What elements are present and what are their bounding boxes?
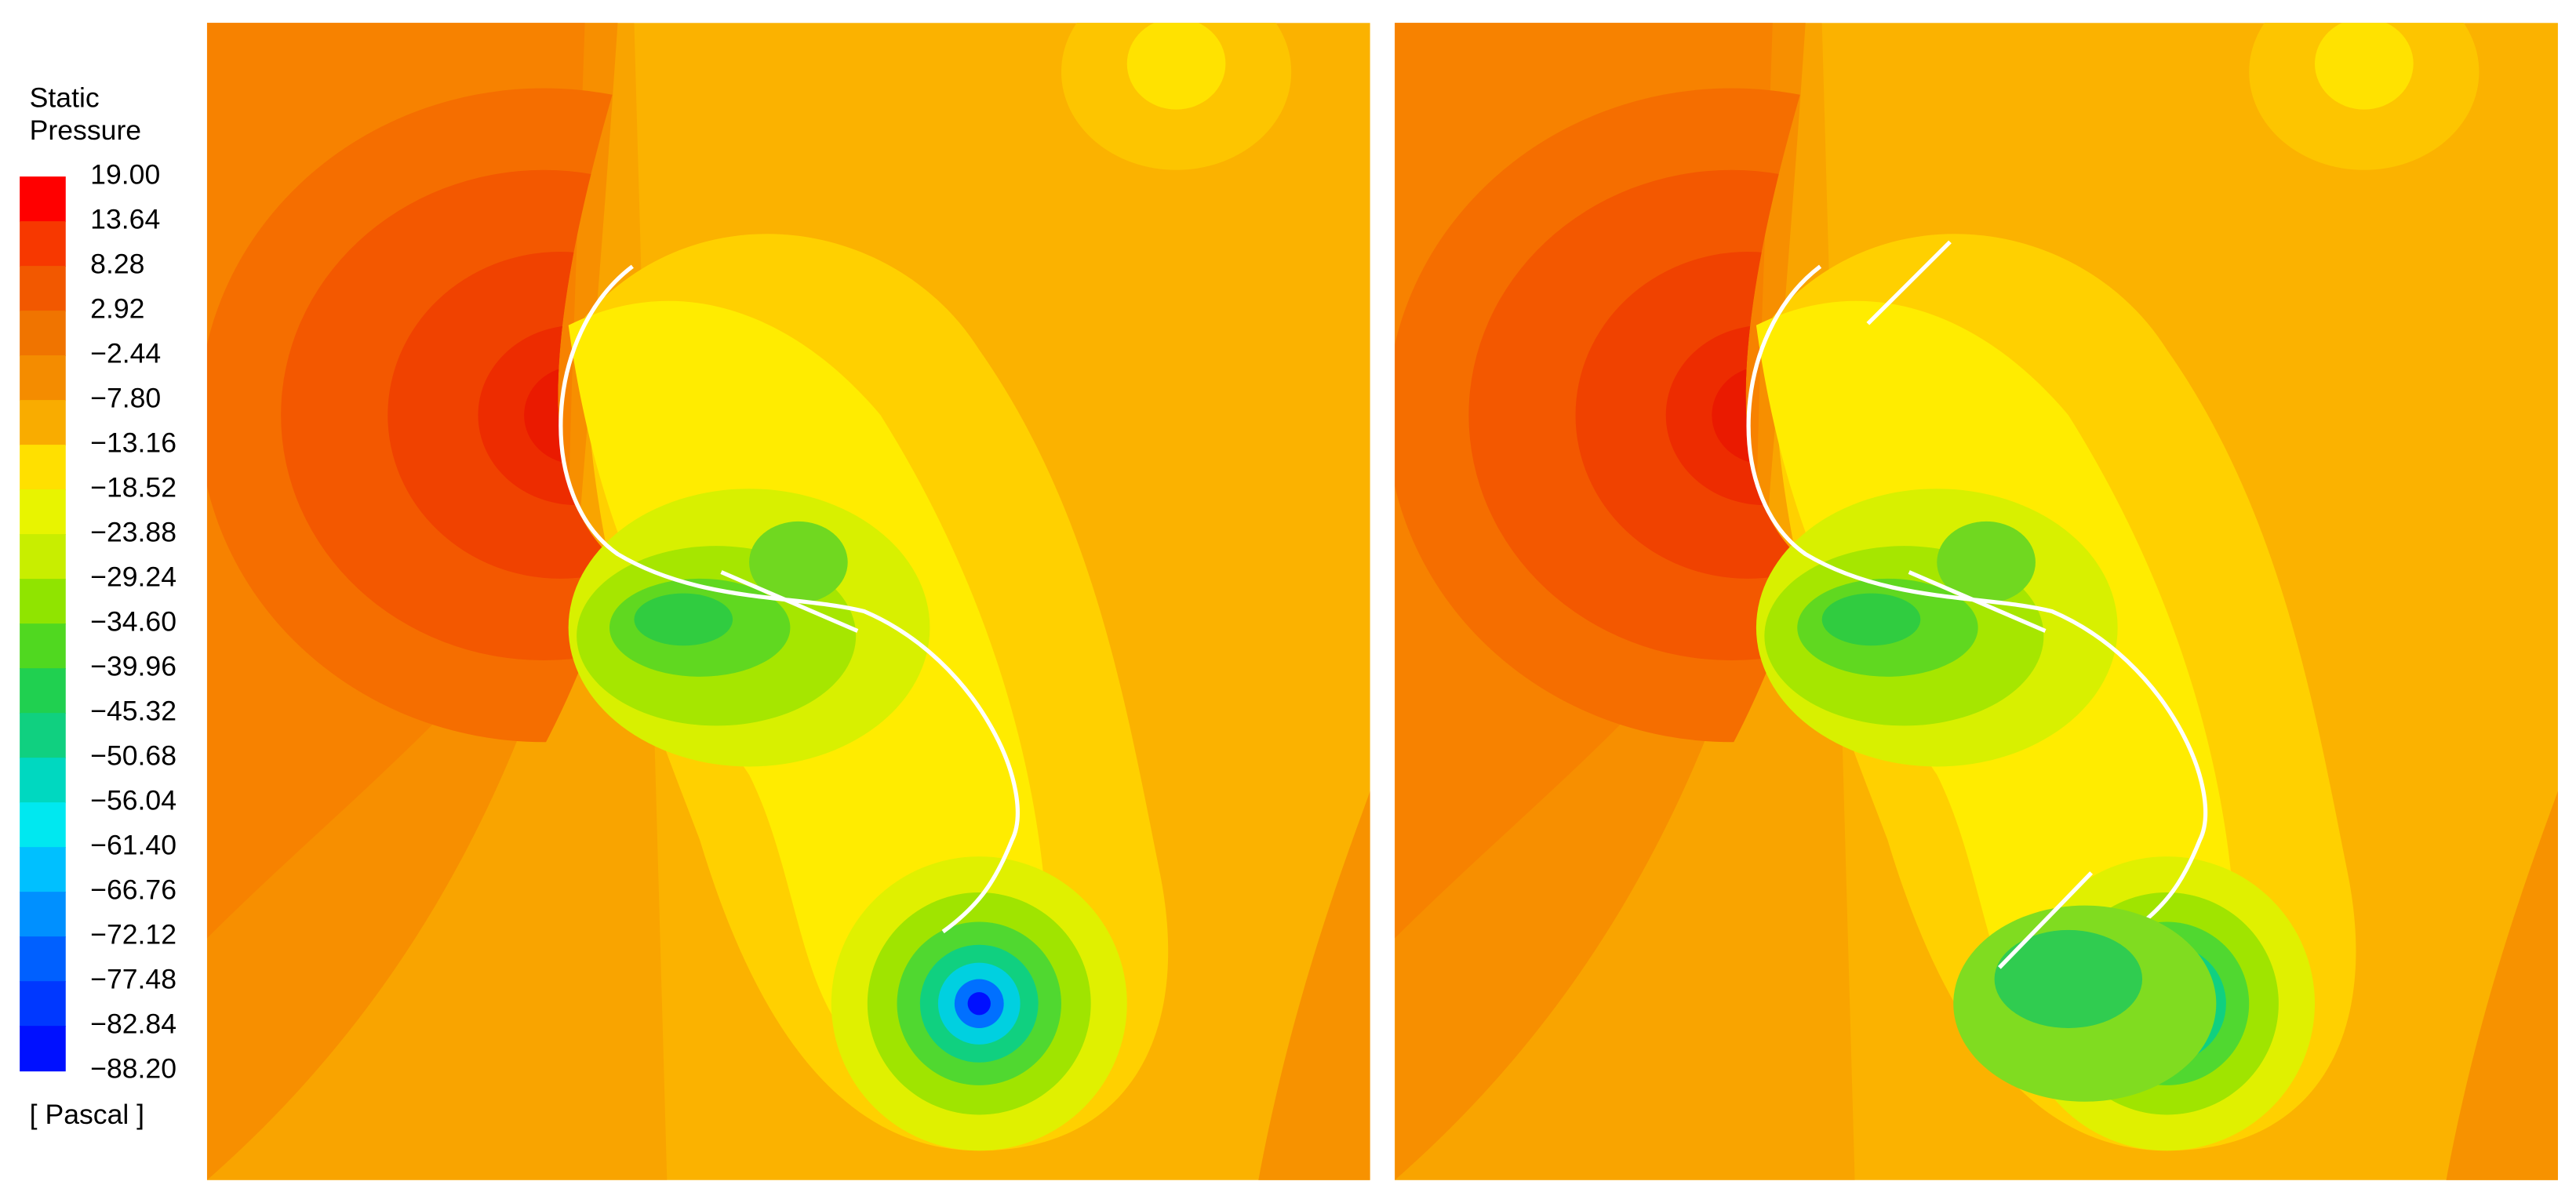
legend-labels: 19.00 13.64 8.28 2.92 −2.44 −7.80 −13.16 −18.52… (90, 159, 176, 1085)
color-band (20, 668, 66, 714)
color-band (20, 221, 66, 267)
color-band (20, 892, 66, 938)
legend-units: [ Pascal ] (30, 1099, 144, 1130)
legend-label: −66.76 (90, 874, 176, 906)
legend-label: −61.40 (90, 830, 176, 861)
color-band (20, 1026, 66, 1072)
color-band (20, 981, 66, 1027)
legend-label: −29.24 (90, 562, 176, 593)
color-band (20, 176, 66, 223)
legend-label: −13.16 (90, 427, 176, 459)
legend-label: 2.92 (90, 293, 144, 325)
color-band (20, 758, 66, 804)
legend-title: Pressure (30, 114, 141, 146)
color-band (20, 623, 66, 670)
color-band (20, 713, 66, 759)
color-band (20, 802, 66, 849)
legend-label: −39.96 (90, 651, 176, 682)
color-legend: Static Pressure 19.00 13.64 8.28 2.92 −2.44 −… (20, 82, 176, 1130)
legend-label: −72.12 (90, 919, 176, 950)
legend-label: −18.52 (90, 472, 176, 503)
legend-label: −23.88 (90, 517, 176, 548)
legend-label: −7.80 (90, 383, 161, 414)
color-band (20, 847, 66, 893)
color-band (20, 311, 66, 357)
legend-label: −2.44 (90, 338, 161, 369)
color-band (20, 400, 66, 446)
contour-panel-left (198, 0, 1370, 1180)
color-bar (20, 176, 66, 1072)
legend-label: −50.68 (90, 740, 176, 772)
color-band (20, 445, 66, 491)
color-band (20, 266, 66, 312)
color-band (20, 355, 66, 402)
legend-label: 8.28 (90, 249, 144, 280)
legend-label: −82.84 (90, 1009, 176, 1040)
contour-panel-right (1387, 0, 2558, 1180)
color-band (20, 936, 66, 983)
legend-label: −56.04 (90, 785, 176, 816)
legend-label: −77.48 (90, 964, 176, 995)
legend-label: −88.20 (90, 1053, 176, 1085)
color-band (20, 489, 66, 536)
legend-label: −34.60 (90, 606, 176, 638)
legend-label: 13.64 (90, 204, 160, 235)
color-band (20, 534, 66, 580)
legend-title: Static (30, 82, 100, 114)
color-band (20, 579, 66, 625)
legend-label: −45.32 (90, 696, 176, 727)
legend-label: 19.00 (90, 159, 160, 191)
